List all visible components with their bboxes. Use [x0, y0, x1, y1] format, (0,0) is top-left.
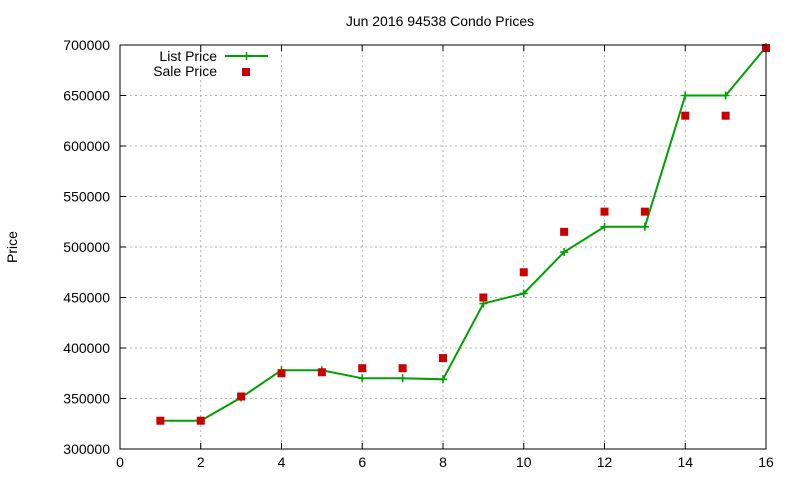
sale-price-point [681, 111, 690, 120]
plot-frame [119, 44, 767, 450]
list-price-point [439, 375, 447, 384]
x-tick-label: 0 [116, 454, 124, 470]
chart-title: Jun 2016 94538 Condo Prices [346, 13, 534, 29]
sale-price-point [479, 293, 488, 302]
list-price-point [681, 91, 690, 100]
sale-price-point [640, 207, 649, 216]
y-tick-label: 350000 [63, 391, 110, 407]
grid-lines [120, 45, 766, 449]
list-price-point [519, 289, 528, 298]
list-price-point [398, 374, 407, 383]
y-tick-label: 500000 [63, 239, 110, 255]
sale-price-point [196, 416, 205, 425]
y-tick-label: 300000 [63, 441, 110, 457]
tick-labels: 0 2 4 6 8 10 12 14 16 300000 350000 400000 450000 500… [63, 37, 774, 470]
legend-sale-price-label: Sale Price [153, 63, 217, 79]
x-tick-label: 10 [516, 454, 532, 470]
list-price-point [600, 222, 609, 231]
x-tick-label: 12 [597, 454, 613, 470]
y-tick-label: 450000 [63, 290, 110, 306]
x-tick-label: 8 [439, 454, 447, 470]
sale-price-point [519, 268, 528, 277]
x-tick-label: 2 [197, 454, 205, 470]
list-price-point [640, 222, 649, 231]
sale-price-point [600, 207, 609, 216]
y-tick-label: 550000 [63, 189, 110, 205]
y-tick-label: 600000 [63, 138, 110, 154]
sale-price-point [721, 111, 730, 120]
sale-price-point [560, 227, 569, 236]
list-price-line [160, 46, 767, 422]
legend-list-price-marker [242, 52, 251, 60]
y-tick-label: 650000 [63, 88, 110, 104]
x-tick-label: 4 [278, 454, 286, 470]
y-axis-label: Price [4, 231, 20, 263]
legend-list-price-label: List Price [159, 48, 217, 64]
x-tick-label: 16 [758, 454, 774, 470]
sale-price-point [358, 364, 367, 373]
list-price-point [358, 374, 367, 383]
x-tick-label: 6 [358, 454, 366, 470]
sale-price-point [398, 364, 407, 373]
sale-price-point [439, 354, 447, 363]
y-tick-label: 700000 [63, 37, 110, 53]
list-price-point [721, 91, 730, 100]
series-layer [156, 43, 770, 425]
x-tick-label: 14 [677, 454, 693, 470]
y-tick-label: 400000 [63, 340, 110, 356]
sale-price-point [237, 392, 246, 401]
sale-price-point [317, 368, 326, 377]
legend-sale-price-marker [242, 68, 250, 76]
sale-price-point [156, 416, 165, 425]
list-price-point [560, 248, 569, 257]
sale-price-point [277, 369, 286, 378]
